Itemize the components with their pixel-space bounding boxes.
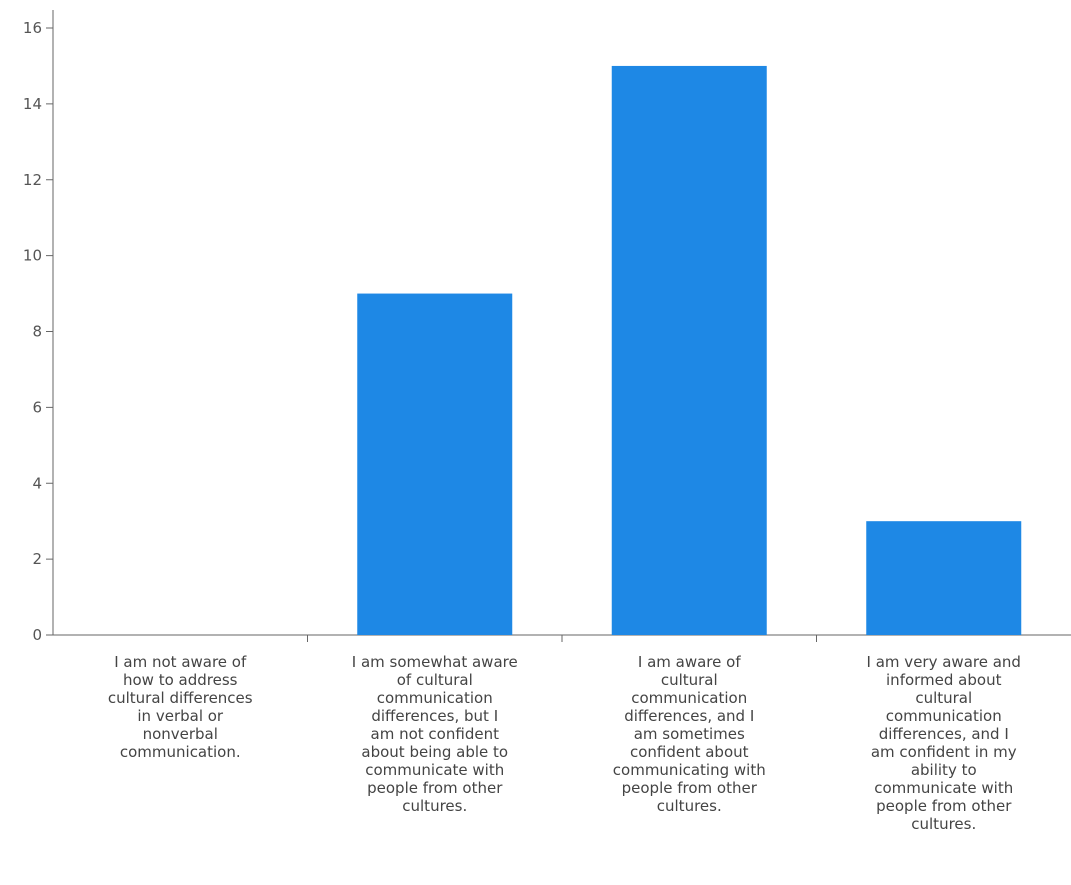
x-category-label-line: I am somewhat aware — [352, 653, 518, 671]
x-category-label-line: differences, and I — [879, 725, 1009, 743]
x-category-label-line: in verbal or — [137, 707, 224, 725]
x-category-label-line: cultural differences — [108, 689, 253, 707]
x-category-label-line: people from other — [876, 797, 1012, 815]
x-category-label-line: cultures. — [657, 797, 722, 815]
x-category-label-line: nonverbal — [143, 725, 218, 743]
bar — [357, 293, 513, 635]
x-category-label-line: cultural — [915, 689, 972, 707]
y-tick-label: 14 — [23, 95, 42, 113]
x-category-label-line: am sometimes — [634, 725, 745, 743]
y-tick-label: 12 — [23, 171, 42, 189]
x-category-label-line: differences, but I — [371, 707, 498, 725]
x-category-label-line: communicate with — [874, 779, 1013, 797]
x-category-label: I am aware of cultural communication differ… — [613, 653, 766, 815]
y-tick-label: 8 — [32, 323, 42, 341]
x-category-label-line: communicate with — [365, 761, 504, 779]
x-category-label-line: cultures. — [402, 797, 467, 815]
y-tick-label: 4 — [32, 474, 42, 492]
x-category-label-line: cultural — [661, 671, 718, 689]
x-category-label-line: am confident in my — [871, 743, 1017, 761]
x-category-label-line: communicating with — [613, 761, 766, 779]
x-category-label-line: people from other — [622, 779, 758, 797]
y-axis: 0 2 4 6 8 10 12 14 16 — [23, 10, 54, 644]
x-category-label-line: differences, and I — [624, 707, 754, 725]
y-tick-label: 16 — [23, 19, 42, 37]
bar — [866, 521, 1022, 635]
x-category-label-line: confident about — [630, 743, 749, 761]
x-axis — [53, 634, 1071, 642]
y-tick-label: 0 — [32, 626, 42, 644]
x-category-label-line: ability to — [911, 761, 977, 779]
x-category-label-line: communication — [631, 689, 747, 707]
x-category-label-line: communication — [886, 707, 1002, 725]
x-category-label-line: of cultural — [397, 671, 473, 689]
x-category-label: I am not aware of how to address cultural … — [108, 653, 253, 761]
x-category-label-line: communication — [377, 689, 493, 707]
x-category-label-line: I am very aware and — [867, 653, 1021, 671]
bar — [611, 65, 767, 635]
x-category-label-line: am not confident — [371, 725, 500, 743]
y-tick-label: 2 — [32, 550, 42, 568]
x-category-label-line: informed about — [886, 671, 1002, 689]
y-tick-label: 10 — [23, 247, 42, 265]
y-tick-label: 6 — [32, 398, 42, 416]
x-category-label: I am very aware and informed about cultura… — [867, 653, 1021, 833]
x-category-label-line: about being able to — [361, 743, 508, 761]
x-category-label-line: I am not aware of — [114, 653, 247, 671]
x-category-label-line: communication. — [120, 743, 241, 761]
category-labels: I am not aware of how to address cultural … — [108, 653, 1021, 833]
x-category-label-line: I am aware of — [638, 653, 741, 671]
x-category-label-line: how to address — [123, 671, 238, 689]
x-category-label-line: cultures. — [911, 815, 976, 833]
bars — [357, 65, 1022, 635]
x-category-label: I am somewhat aware of cultural communicat… — [352, 653, 518, 815]
x-category-label-line: people from other — [367, 779, 503, 797]
